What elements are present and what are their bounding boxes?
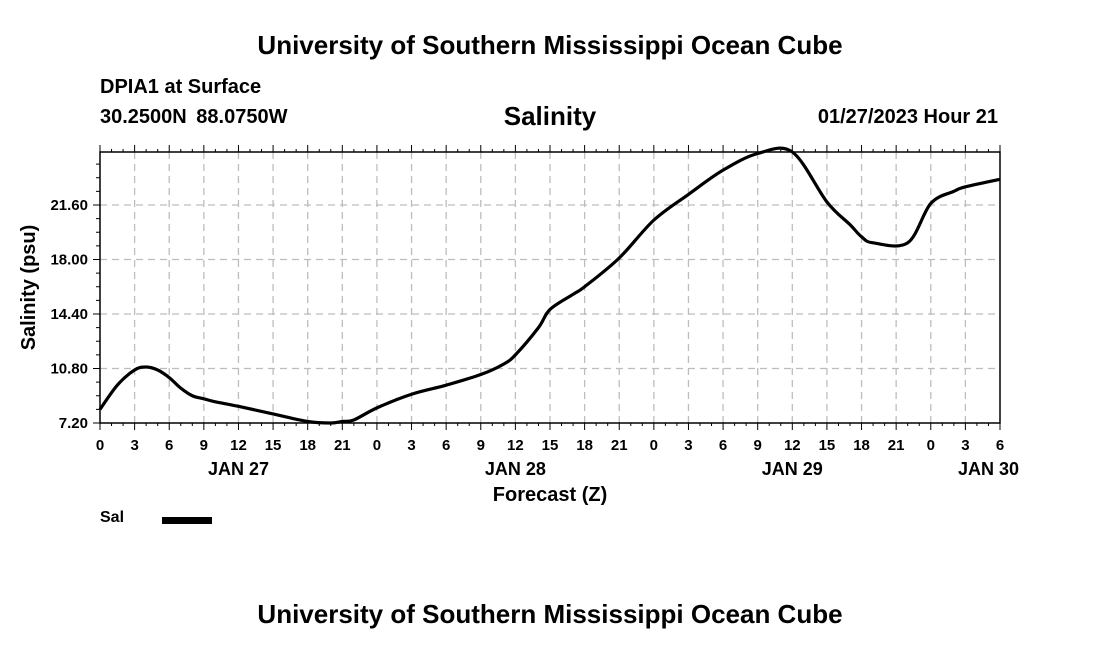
day-label: JAN 28 <box>485 459 546 479</box>
legend-swatch <box>162 517 212 524</box>
x-tick-label: 12 <box>507 437 524 454</box>
station-label: DPIA1 at Surface <box>100 76 262 98</box>
top-title: University of Southern Mississippi Ocean… <box>257 30 843 60</box>
forecast-datetime: 01/27/2023 Hour 21 <box>817 106 998 128</box>
day-label: JAN 30 <box>958 459 1019 479</box>
x-tick-label: 15 <box>542 437 559 454</box>
x-tick-label: 0 <box>927 437 935 454</box>
x-tick-label: 9 <box>200 437 208 454</box>
x-tick-label: 18 <box>853 437 870 454</box>
x-tick-label: 0 <box>650 437 658 454</box>
x-tick-label: 6 <box>996 437 1004 454</box>
y-tick-label: 14.40 <box>50 306 88 323</box>
y-tick-label: 10.80 <box>50 360 88 377</box>
x-tick-label: 15 <box>819 437 836 454</box>
x-tick-label: 3 <box>407 437 415 454</box>
x-tick-label: 21 <box>888 437 905 454</box>
x-tick-label: 0 <box>373 437 381 454</box>
x-tick-label: 6 <box>719 437 727 454</box>
x-tick-label: 18 <box>576 437 593 454</box>
x-tick-label: 9 <box>477 437 485 454</box>
x-tick-label: 6 <box>442 437 450 454</box>
x-tick-label: 21 <box>611 437 628 454</box>
station-coordinates: 30.2500N 88.0750W <box>100 106 288 128</box>
x-axis-label: Forecast (Z) <box>493 484 607 506</box>
x-tick-label: 9 <box>754 437 762 454</box>
x-tick-label: 3 <box>961 437 969 454</box>
series-line-sal <box>98 146 1001 425</box>
x-tick-label: 21 <box>334 437 351 454</box>
x-tick-label: 3 <box>130 437 138 454</box>
bottom-title: University of Southern Mississippi Ocean… <box>257 599 843 629</box>
x-tick-label: 0 <box>96 437 104 454</box>
day-label: JAN 29 <box>762 459 823 479</box>
x-tick-label: 12 <box>784 437 801 454</box>
y-tick-label: 18.00 <box>50 251 88 268</box>
legend-label: Sal <box>100 509 125 526</box>
y-tick-label: 21.60 <box>50 197 88 214</box>
x-tick-label: 15 <box>265 437 282 454</box>
x-tick-label: 18 <box>299 437 316 454</box>
x-tick-label: 3 <box>684 437 692 454</box>
x-tick-label: 6 <box>165 437 173 454</box>
x-tick-label: 12 <box>230 437 247 454</box>
y-tick-label: 7.20 <box>59 415 88 432</box>
day-label: JAN 27 <box>208 459 269 479</box>
y-axis-label: Salinity (psu) <box>18 225 40 351</box>
chart-title: Salinity <box>503 101 597 131</box>
